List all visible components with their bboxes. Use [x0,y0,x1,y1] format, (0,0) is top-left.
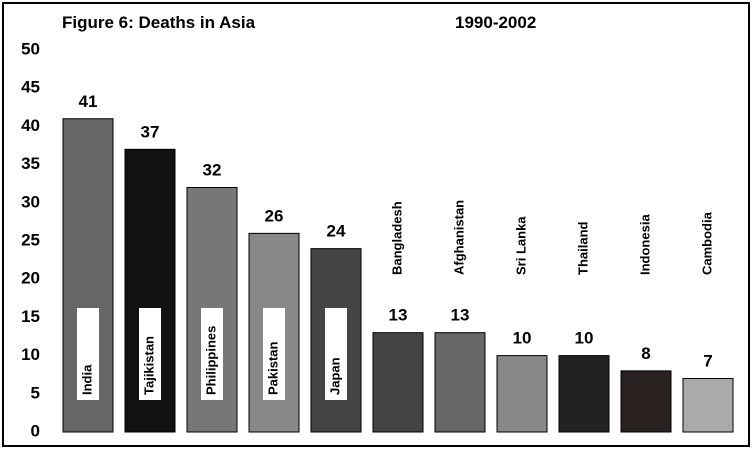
bar [682,378,734,433]
value-label: 41 [79,92,98,111]
y-tick-label: 20 [21,269,40,288]
category-label: Tajikistan [141,336,156,395]
y-tick-label: 25 [21,230,40,249]
chart-subtitle: 1990-2002 [455,13,536,32]
value-label: 37 [141,122,160,141]
y-tick-label: 35 [21,154,40,173]
category-label: Philippines [203,326,218,395]
category-label: Thailand [575,221,590,275]
value-label: 26 [265,206,284,225]
category-label-box [201,308,223,400]
bar [620,370,672,433]
category-label: Afghanistan [451,200,466,275]
value-label: 10 [513,329,532,348]
y-tick-label: 15 [21,307,40,326]
bar [372,332,424,433]
category-label-box [325,308,347,400]
bar [434,332,486,433]
bar [496,355,548,433]
category-label: India [79,364,94,395]
category-label: Pakistan [265,341,280,395]
category-label: Sri Lanka [513,216,528,275]
y-tick-label: 45 [21,78,40,97]
value-label: 13 [451,306,470,325]
category-label: Cambodia [699,211,714,275]
value-label: 8 [641,344,650,363]
y-tick-label: 0 [31,421,40,440]
category-label: Bangladesh [389,201,404,275]
category-label: Japan [327,357,342,395]
value-label: 10 [575,329,594,348]
y-tick-label: 10 [21,345,40,364]
y-tick-label: 30 [21,192,40,211]
bar [558,355,610,433]
value-label: 13 [389,306,408,325]
y-tick-label: 40 [21,116,40,135]
value-label: 32 [203,161,222,180]
value-label: 24 [327,222,346,241]
y-tick-label: 5 [31,383,40,402]
value-label: 7 [703,352,712,371]
category-label-box [263,308,285,400]
y-tick-label: 50 [21,39,40,58]
category-label-box [77,308,99,400]
category-label-box [139,308,161,400]
chart-title: Figure 6: Deaths in Asia [62,13,256,32]
category-label: Indonesia [637,214,652,275]
